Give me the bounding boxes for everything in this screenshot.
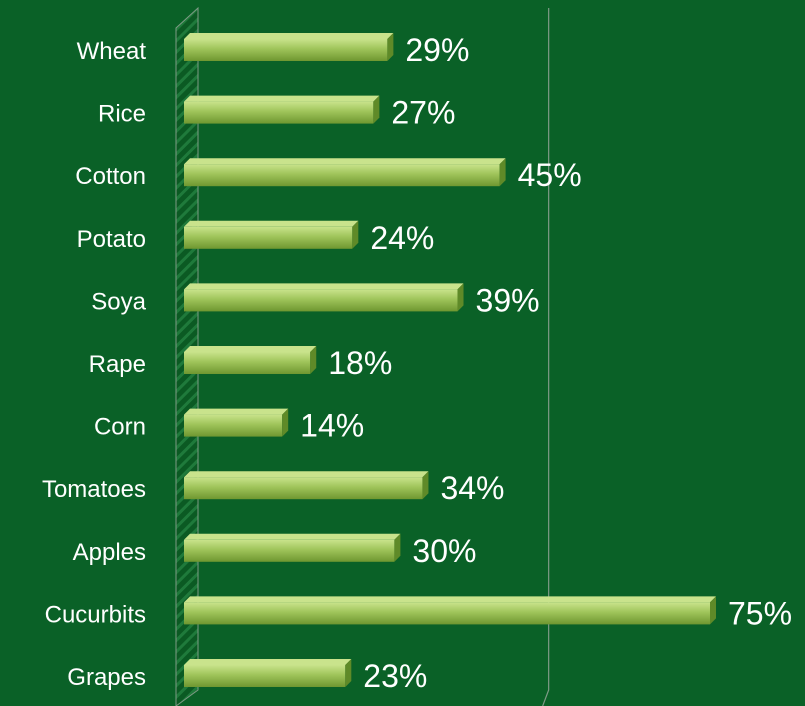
data-label-wheat: 29% [405, 32, 469, 68]
data-label-potato: 24% [370, 220, 434, 256]
data-labels: 29% 27% 45% 24% 39% 18% 14% 34% 30% 75% 23% [300, 32, 792, 694]
bar-tomatoes [184, 471, 429, 500]
category-label-rice: Rice [98, 101, 146, 128]
category-label-wheat: Wheat [77, 38, 147, 65]
bar-rape [184, 346, 317, 374]
category-label-apples: Apples [73, 539, 146, 566]
bar-cucurbits [184, 596, 716, 625]
data-label-tomatoes: 34% [440, 470, 504, 506]
bar-corn [184, 408, 289, 437]
category-label-tomatoes: Tomatoes [42, 476, 146, 503]
category-label-cucurbits: Cucurbits [45, 601, 146, 628]
category-label-cotton: Cotton [75, 163, 146, 190]
gridlines [542, 8, 550, 706]
category-label-corn: Corn [94, 414, 146, 441]
data-label-cotton: 45% [518, 157, 582, 193]
data-label-corn: 14% [300, 408, 364, 444]
category-labels: Wheat Rice Cotton Potato Soya Rape Corn Tomatoe… [42, 38, 147, 691]
bar-apples [184, 533, 401, 562]
gridline-50 [542, 8, 550, 706]
bar-soya [184, 283, 464, 312]
data-label-apples: 30% [412, 533, 476, 569]
category-label-soya: Soya [91, 288, 146, 315]
bar-potato [184, 220, 359, 249]
data-label-rice: 27% [391, 95, 455, 131]
bars [184, 33, 716, 687]
bar-cotton [184, 158, 506, 187]
data-label-rape: 18% [328, 345, 392, 381]
bar-grapes [184, 659, 352, 687]
category-label-rape: Rape [89, 351, 146, 378]
category-label-potato: Potato [77, 226, 146, 253]
data-label-cucurbits: 75% [728, 595, 792, 631]
category-label-grapes: Grapes [67, 664, 146, 691]
bar-rice [184, 95, 380, 124]
bar-wheat [184, 33, 394, 61]
data-label-grapes: 23% [363, 658, 427, 694]
data-label-soya: 39% [476, 282, 540, 318]
